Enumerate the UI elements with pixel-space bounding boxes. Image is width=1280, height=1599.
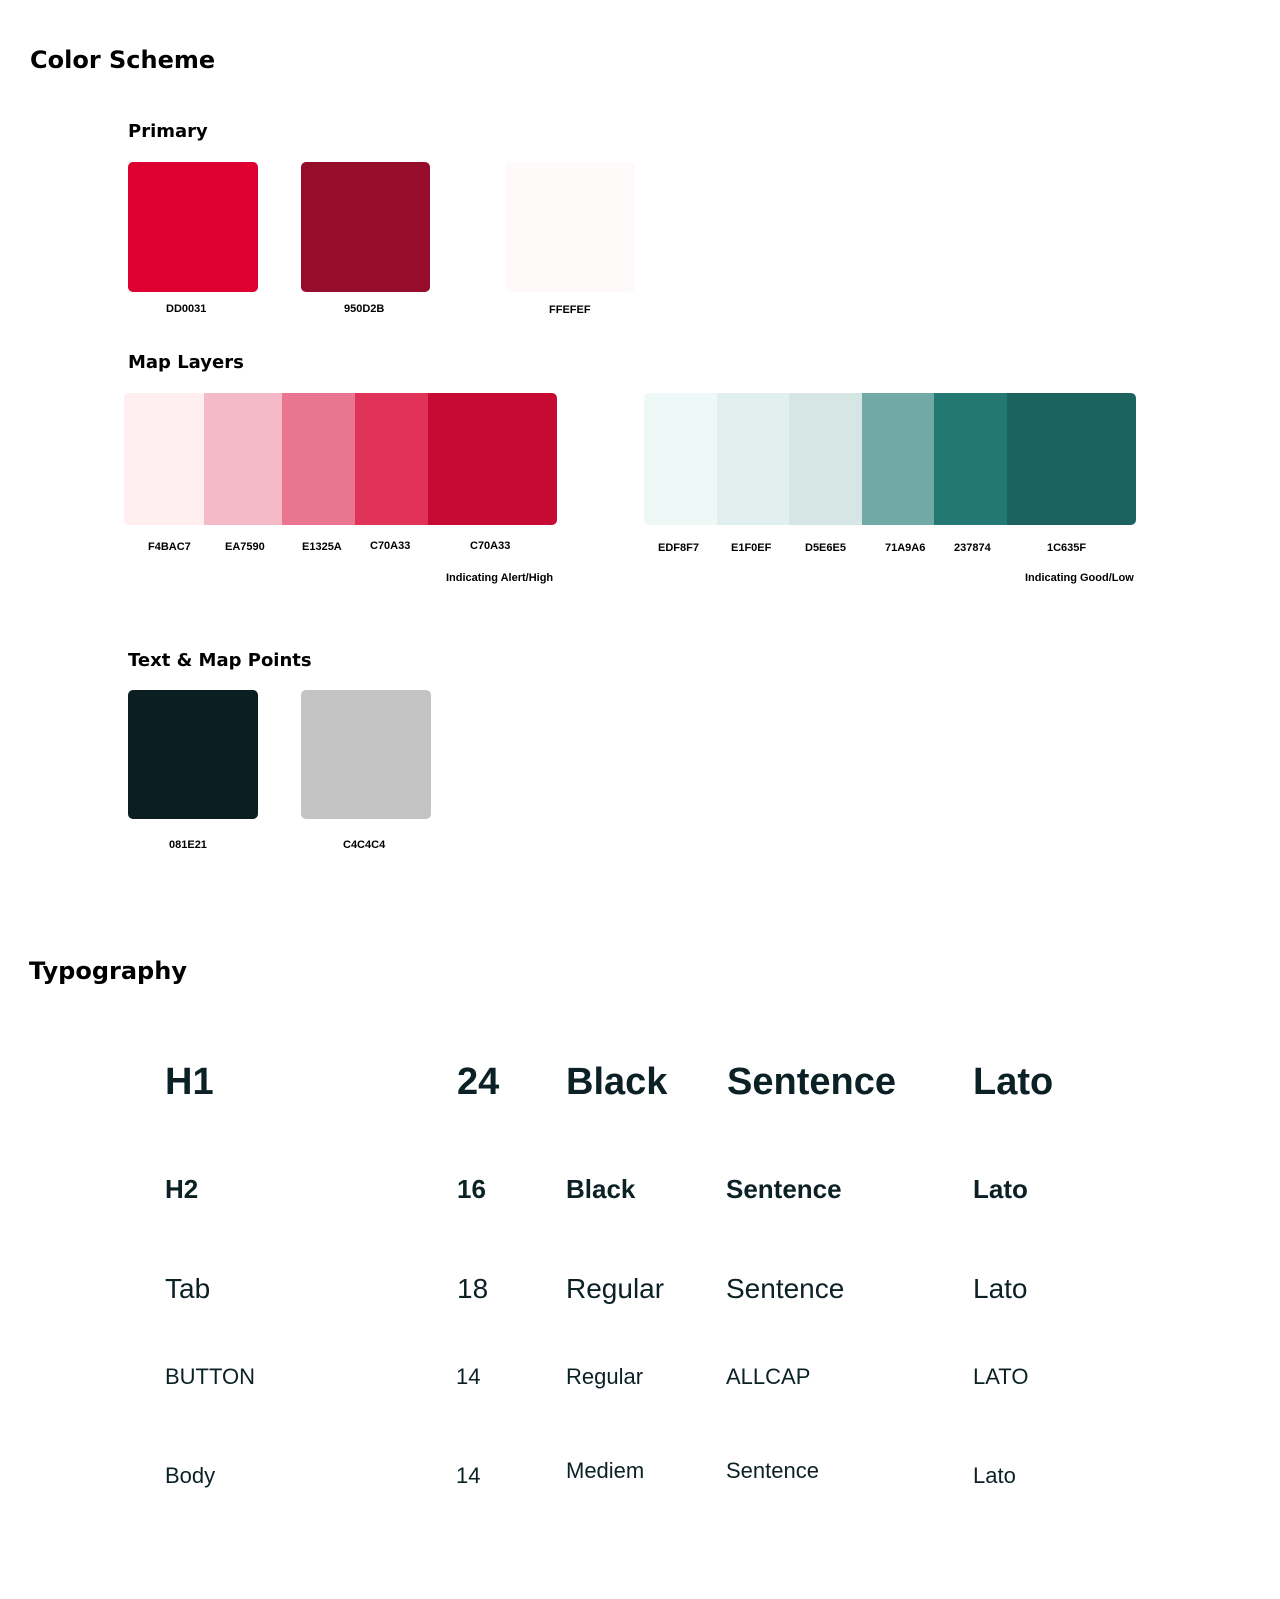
typo-name: H2 [165, 1174, 199, 1204]
map-layers-heading: Map Layers [128, 352, 244, 373]
typo-size: 14 [456, 1463, 481, 1488]
ramp-label: 237874 [954, 542, 991, 554]
typo-size: 18 [457, 1273, 489, 1304]
good-note: Indicating Good/Low [1025, 572, 1134, 584]
swatch-label: FFEFEF [549, 304, 591, 316]
alert-ramp [124, 393, 557, 525]
swatch-primary-light [505, 162, 635, 292]
typo-case: Sentence [726, 1458, 819, 1483]
swatch-label: 950D2B [344, 303, 385, 315]
typo-size: 16 [457, 1174, 486, 1204]
typo-name: Tab [165, 1273, 211, 1304]
swatch-primary-red [128, 162, 258, 292]
swatch-label: C4C4C4 [343, 839, 386, 851]
alert-ramp-step [428, 393, 557, 525]
good-ramp-step [644, 393, 717, 525]
ramp-label: EA7590 [225, 541, 265, 553]
alert-ramp-step [282, 393, 355, 525]
primary-heading: Primary [128, 121, 208, 142]
typo-weight: Regular [566, 1273, 665, 1304]
ramp-label: C70A33 [470, 540, 511, 552]
alert-ramp-step [355, 393, 428, 525]
alert-ramp-step [124, 393, 204, 525]
swatch-label: 081E21 [169, 839, 207, 851]
color-scheme-title: Color Scheme [30, 46, 216, 74]
swatch-label: DD0031 [166, 303, 207, 315]
typo-name: BUTTON [165, 1364, 256, 1389]
good-ramp [644, 393, 1136, 525]
ramp-label: F4BAC7 [148, 541, 191, 553]
typo-case: Sentence [726, 1273, 845, 1304]
typo-font: LATO [973, 1364, 1029, 1389]
typo-weight: Regular [566, 1364, 644, 1389]
typo-weight: Black [566, 1174, 636, 1204]
ramp-label: EDF8F7 [658, 542, 699, 554]
typo-name: Body [165, 1463, 216, 1488]
typo-weight: Black [566, 1061, 668, 1103]
ramp-label: E1F0EF [731, 542, 772, 554]
typo-case: Sentence [726, 1174, 842, 1204]
alert-ramp-step [204, 393, 282, 525]
typo-case: ALLCAP [726, 1364, 811, 1389]
typo-weight: Mediem [566, 1458, 645, 1483]
swatch-text-dark [128, 690, 258, 819]
typo-size: 24 [457, 1061, 500, 1103]
typo-font: Lato [973, 1174, 1028, 1204]
swatch-primary-dark-red [301, 162, 430, 292]
ramp-label: 71A9A6 [885, 542, 926, 554]
good-ramp-step [789, 393, 862, 525]
typo-size: 14 [456, 1364, 481, 1389]
typo-font: Lato [973, 1273, 1028, 1304]
ramp-label: E1325A [302, 541, 342, 553]
typography-title: Typography [29, 957, 187, 985]
typo-name: H1 [165, 1061, 214, 1103]
good-ramp-step [1007, 393, 1136, 525]
alert-note: Indicating Alert/High [446, 572, 554, 584]
typo-case: Sentence [727, 1061, 896, 1103]
ramp-label: 1C635F [1047, 542, 1087, 554]
ramp-label: C70A33 [370, 540, 411, 552]
good-ramp-step [934, 393, 1007, 525]
good-ramp-step [862, 393, 934, 525]
typo-font: Lato [973, 1463, 1016, 1488]
swatch-map-point-grey [301, 690, 431, 819]
typo-font: Lato [973, 1061, 1054, 1103]
ramp-label: D5E6E5 [805, 542, 846, 554]
text-map-points-heading: Text & Map Points [128, 650, 312, 671]
good-ramp-step [717, 393, 789, 525]
